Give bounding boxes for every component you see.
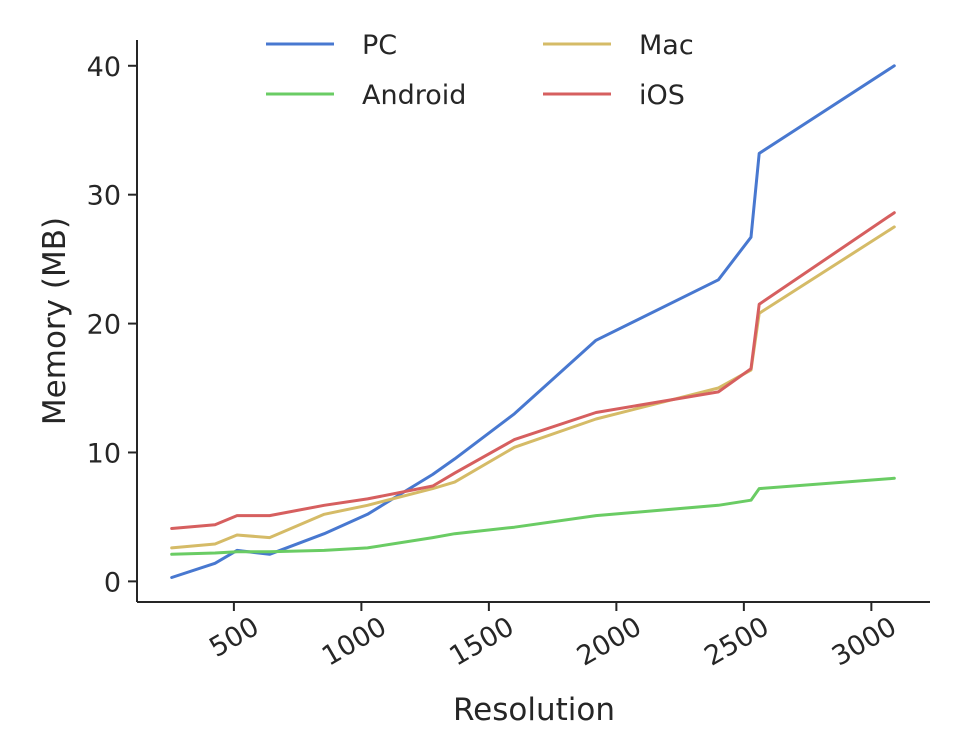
legend-item-android: Android [266, 80, 466, 111]
legend-label: iOS [639, 80, 685, 111]
axes [136, 40, 930, 603]
series-layer [170, 64, 896, 579]
series-line-mac [170, 225, 896, 550]
x-tick-label: 1000 [317, 611, 392, 672]
x-tick-label: 2500 [699, 611, 774, 672]
y-tick-label: 30 [87, 181, 121, 212]
y-tick-label: 0 [104, 567, 121, 598]
legend-label: Mac [639, 30, 694, 61]
x-tick-label: 2000 [572, 611, 647, 672]
y-tick-label: 20 [87, 310, 121, 341]
x-ticks: 500 1000 1500 2000 2500 3000 [204, 602, 902, 672]
y-ticks: 0 10 20 30 40 [87, 52, 137, 598]
series-line-ios [170, 211, 896, 530]
x-tick-label: 3000 [827, 611, 902, 672]
legend-item-pc: PC [266, 30, 397, 61]
x-axis-title: Resolution [453, 692, 615, 728]
y-axis-title: Memory (MB) [37, 217, 73, 425]
y-tick-label: 10 [87, 438, 121, 469]
x-tick-label: 1500 [444, 611, 519, 672]
legend-item-ios: iOS [543, 80, 685, 111]
legend-label: Android [362, 80, 466, 111]
legend: PC Android Mac iOS [266, 30, 694, 111]
series-line-pc [170, 64, 896, 579]
series-line-android [170, 476, 896, 556]
y-tick-label: 40 [87, 52, 121, 83]
x-tick-label: 500 [204, 611, 264, 664]
legend-item-mac: Mac [543, 30, 694, 61]
legend-label: PC [362, 30, 397, 61]
